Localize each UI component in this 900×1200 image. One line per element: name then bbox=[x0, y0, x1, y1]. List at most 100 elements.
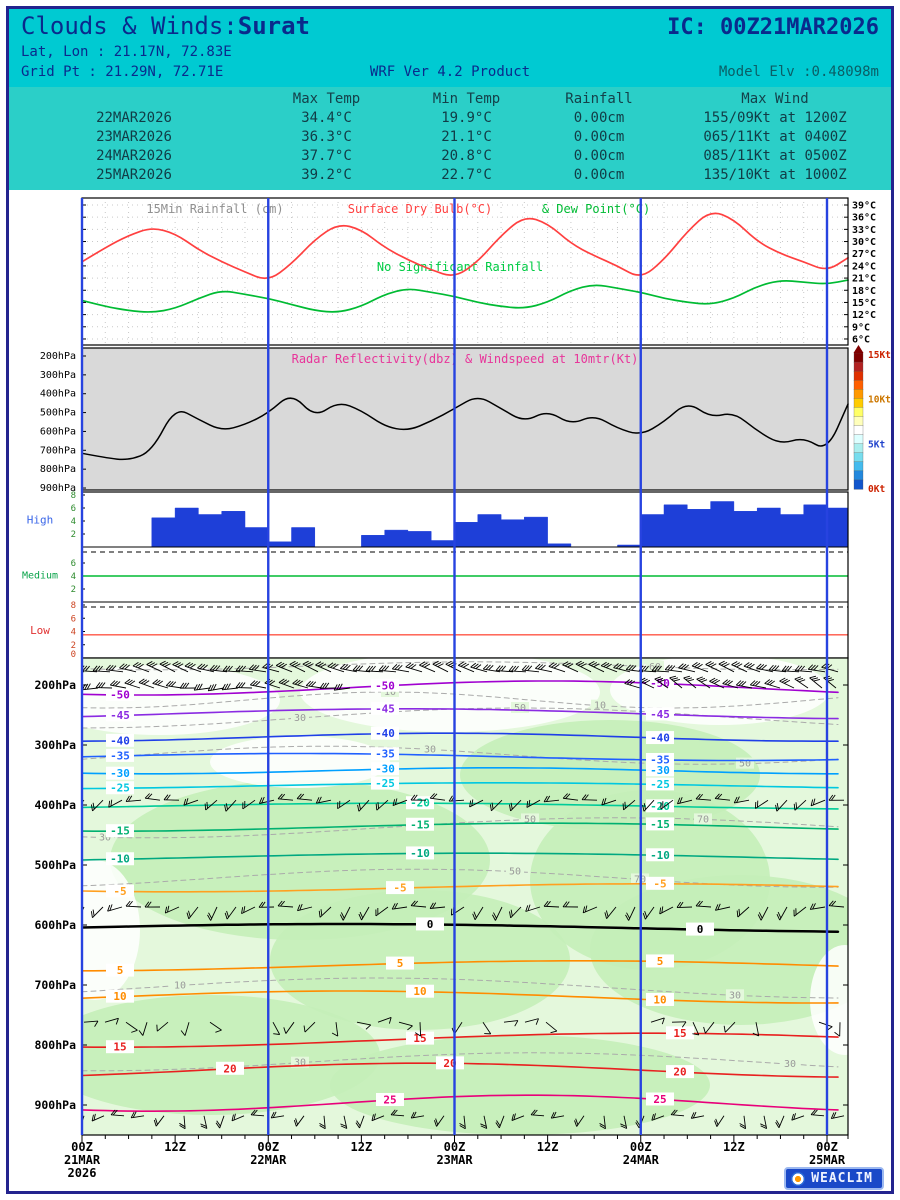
svg-text:-35: -35 bbox=[110, 749, 130, 762]
svg-text:30: 30 bbox=[294, 1058, 306, 1069]
page-title: Clouds & Winds:Surat bbox=[21, 11, 310, 42]
svg-text:25MAR: 25MAR bbox=[809, 1153, 846, 1167]
svg-text:400hPa: 400hPa bbox=[34, 798, 76, 812]
svg-text:600hPa: 600hPa bbox=[34, 918, 76, 932]
svg-text:15°C: 15°C bbox=[852, 298, 876, 309]
page-title-city: Surat bbox=[237, 12, 310, 40]
svg-text:5Kt: 5Kt bbox=[868, 439, 885, 450]
forecast-table: Max Temp Min Temp Rainfall Max Wind 22MAR202… bbox=[9, 87, 891, 190]
svg-text:2: 2 bbox=[71, 641, 76, 651]
svg-text:24MAR: 24MAR bbox=[623, 1153, 660, 1167]
svg-text:24°C: 24°C bbox=[852, 261, 876, 272]
svg-text:-10: -10 bbox=[110, 853, 130, 866]
svg-text:39°C: 39°C bbox=[852, 201, 876, 212]
model-elv-label: Model Elv :0.48098m bbox=[718, 64, 879, 80]
svg-text:-30: -30 bbox=[650, 764, 670, 777]
column-header: Max Wind bbox=[741, 91, 809, 107]
svg-text:-5: -5 bbox=[113, 885, 126, 898]
svg-text:36°C: 36°C bbox=[852, 213, 876, 224]
svg-text:25: 25 bbox=[383, 1094, 396, 1107]
svg-text:4: 4 bbox=[71, 517, 76, 527]
svg-text:-40: -40 bbox=[650, 732, 670, 745]
svg-text:6: 6 bbox=[71, 504, 76, 514]
svg-text:22MAR: 22MAR bbox=[250, 1153, 287, 1167]
column-header: Min Temp bbox=[432, 91, 501, 107]
svg-text:12Z: 12Z bbox=[351, 1140, 373, 1154]
svg-text:4: 4 bbox=[71, 628, 76, 638]
column-header: Rainfall bbox=[565, 91, 633, 107]
svg-text:12Z: 12Z bbox=[164, 1140, 186, 1154]
svg-text:300hPa: 300hPa bbox=[34, 738, 76, 752]
svg-text:00Z: 00Z bbox=[816, 1140, 838, 1154]
svg-text:30: 30 bbox=[99, 832, 111, 843]
svg-text:30: 30 bbox=[729, 990, 741, 1001]
svg-text:15Kt: 15Kt bbox=[868, 350, 891, 361]
forecast-cell: 22MAR2026 bbox=[96, 110, 172, 126]
svg-text:-25: -25 bbox=[650, 778, 670, 791]
lat-lon-label: Lat, Lon : 21.17N, 72.83E bbox=[21, 44, 232, 60]
forecast-cell: 34.4°C bbox=[301, 110, 352, 126]
svg-text:200hPa: 200hPa bbox=[40, 351, 76, 362]
svg-text:-15: -15 bbox=[650, 818, 670, 831]
svg-text:12Z: 12Z bbox=[537, 1140, 559, 1154]
weaclim-logo-text: WEACLIM bbox=[811, 1171, 873, 1186]
svg-text:& Dew Point(°C): & Dew Point(°C) bbox=[542, 202, 650, 216]
svg-text:10: 10 bbox=[653, 993, 666, 1006]
svg-text:600hPa: 600hPa bbox=[40, 426, 76, 437]
forecast-cell: 0.00cm bbox=[573, 110, 625, 126]
forecast-cell: 25MAR2026 bbox=[96, 167, 172, 183]
forecast-cell: 22.7°C bbox=[441, 167, 492, 183]
svg-text:-45: -45 bbox=[375, 702, 395, 715]
svg-text:15: 15 bbox=[113, 1041, 126, 1054]
header: Clouds & Winds:Surat IC: 00Z21MAR2026 La… bbox=[9, 9, 891, 87]
forecast-cell: 39.2°C bbox=[301, 167, 352, 183]
forecast-cell: 36.3°C bbox=[301, 129, 352, 145]
svg-text:-35: -35 bbox=[375, 748, 395, 761]
svg-text:10: 10 bbox=[384, 687, 396, 698]
svg-text:-40: -40 bbox=[110, 734, 130, 747]
forecast-table-row: 24MAR2026 37.7°C 20.8°C 0.00cm 085/11Kt at 0… bbox=[9, 147, 891, 166]
svg-text:-20: -20 bbox=[650, 800, 670, 813]
svg-text:30: 30 bbox=[294, 713, 306, 724]
svg-text:-45: -45 bbox=[110, 709, 130, 722]
svg-text:Radar Reflectivity(dbz) & Wind: Radar Reflectivity(dbz) & Windspeed at 1… bbox=[292, 352, 639, 366]
svg-text:0: 0 bbox=[697, 923, 704, 936]
forecast-cell: 085/11Kt at 0500Z bbox=[703, 148, 847, 164]
svg-text:27°C: 27°C bbox=[852, 249, 876, 260]
forecast-cell: 0.00cm bbox=[573, 148, 625, 164]
svg-text:-10: -10 bbox=[650, 849, 670, 862]
svg-text:-10: -10 bbox=[410, 847, 430, 860]
svg-text:10Kt: 10Kt bbox=[868, 395, 891, 406]
svg-text:12Z: 12Z bbox=[723, 1140, 745, 1154]
svg-text:21MAR: 21MAR bbox=[64, 1153, 101, 1167]
svg-text:70: 70 bbox=[697, 814, 709, 825]
svg-text:-15: -15 bbox=[410, 818, 430, 831]
svg-text:800hPa: 800hPa bbox=[40, 464, 76, 475]
svg-text:400hPa: 400hPa bbox=[40, 389, 76, 400]
initial-condition-label: IC: 00Z21MAR2026 bbox=[667, 15, 879, 40]
wrf-version-label: WRF Ver 4.2 Product bbox=[369, 64, 531, 80]
svg-text:0Kt: 0Kt bbox=[868, 484, 885, 495]
svg-text:Low: Low bbox=[30, 624, 50, 637]
svg-text:30°C: 30°C bbox=[852, 237, 876, 248]
svg-text:-35: -35 bbox=[650, 754, 670, 767]
svg-text:20: 20 bbox=[673, 1066, 686, 1079]
svg-text:50: 50 bbox=[509, 867, 521, 878]
forecast-cell: 23MAR2026 bbox=[96, 129, 172, 145]
svg-text:Surface Dry Bulb(°C): Surface Dry Bulb(°C) bbox=[348, 202, 493, 216]
svg-text:30: 30 bbox=[784, 1059, 796, 1070]
svg-text:23MAR: 23MAR bbox=[436, 1153, 473, 1167]
svg-text:800hPa: 800hPa bbox=[34, 1038, 76, 1052]
svg-text:8: 8 bbox=[71, 601, 76, 611]
svg-text:-20: -20 bbox=[410, 797, 430, 810]
svg-text:25: 25 bbox=[653, 1093, 666, 1106]
svg-text:-50: -50 bbox=[110, 688, 130, 701]
svg-text:00Z: 00Z bbox=[71, 1140, 93, 1154]
svg-text:2026: 2026 bbox=[68, 1166, 97, 1180]
forecast-table-header-row: Max Temp Min Temp Rainfall Max Wind bbox=[9, 90, 891, 109]
svg-text:2: 2 bbox=[71, 585, 76, 595]
header-title-row: Clouds & Winds:Surat IC: 00Z21MAR2026 bbox=[21, 11, 879, 43]
forecast-cell: 21.1°C bbox=[441, 129, 492, 145]
svg-text:900hPa: 900hPa bbox=[40, 483, 76, 494]
